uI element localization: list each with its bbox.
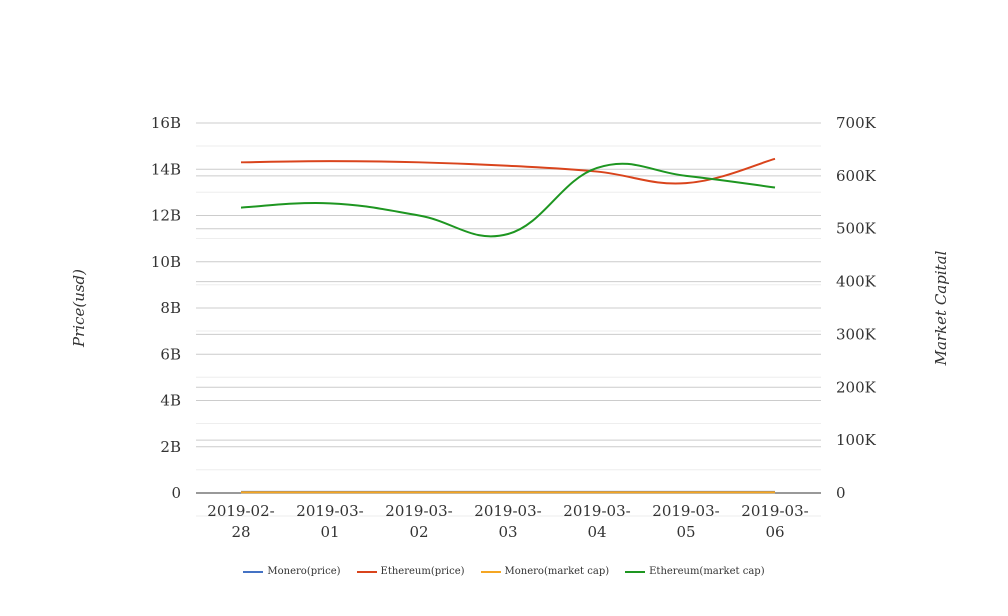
y-tick-label: 0 xyxy=(171,484,181,502)
legend: Monero(price) Ethereum(price) Monero(marke… xyxy=(0,566,1008,577)
x-tick-label: 2019-03-03 xyxy=(474,502,541,541)
x-tick-label: 2019-03-02 xyxy=(385,502,452,541)
y-tick-label: 6B xyxy=(160,345,181,363)
legend-swatch xyxy=(625,570,646,573)
y-tick-label: 2B xyxy=(160,438,181,456)
legend-item[interactable]: Ethereum(price) xyxy=(356,566,465,577)
axes: 0 2B 4B 6B 8B 10B 12B 14B 16B 0 100K 200K 300K 400K 50… xyxy=(151,114,877,541)
y-tick-label: 10B xyxy=(151,253,181,271)
legend-label: Monero(price) xyxy=(267,566,341,577)
legend-item[interactable]: Monero(market cap) xyxy=(480,566,610,577)
x-tick-label: 2019-03-06 xyxy=(741,502,808,541)
legend-label: Ethereum(market cap) xyxy=(649,566,765,577)
series-line-ethereum-market-cap xyxy=(240,162,776,238)
series-lines xyxy=(240,157,776,494)
y2-tick-label: 600K xyxy=(836,167,877,185)
x-tick-label: 2019-02-28 xyxy=(207,502,274,541)
x-tick-label: 2019-03-05 xyxy=(652,502,719,541)
y-tick-label: 8B xyxy=(160,299,181,317)
y-tick-label: 14B xyxy=(151,160,181,178)
y2-tick-label: 500K xyxy=(836,220,877,238)
legend-item[interactable]: Ethereum(market cap) xyxy=(625,566,765,577)
y2-tick-label: 300K xyxy=(836,325,877,343)
legend-item[interactable]: Monero(price) xyxy=(243,566,341,577)
legend-swatch xyxy=(356,570,377,573)
legend-label: Monero(market cap) xyxy=(504,566,610,577)
x-tick-label: 2019-03-01 xyxy=(296,502,363,541)
y2-tick-label: 700K xyxy=(836,114,877,132)
y2-axis-title: Market Capital xyxy=(932,250,950,366)
y-tick-label: 16B xyxy=(151,114,181,132)
y2-tick-label: 400K xyxy=(836,273,877,291)
legend-swatch xyxy=(480,570,501,573)
legend-swatch xyxy=(243,570,264,573)
x-tick-label: 2019-03-04 xyxy=(563,502,630,541)
legend-label: Ethereum(price) xyxy=(380,566,465,577)
y-tick-label: 12B xyxy=(151,207,181,225)
y2-tick-label: 100K xyxy=(836,431,877,449)
y2-tick-label: 200K xyxy=(836,378,877,396)
y2-tick-label: 0 xyxy=(836,484,846,502)
chart-area: 0 2B 4B 6B 8B 10B 12B 14B 16B 0 100K 200K 300K 400K 50… xyxy=(70,114,950,541)
y-axis-title: Price(usd) xyxy=(70,269,88,348)
y-tick-label: 4B xyxy=(160,392,181,410)
series-line-ethereum-price xyxy=(240,157,776,185)
grid-lines xyxy=(196,122,821,517)
